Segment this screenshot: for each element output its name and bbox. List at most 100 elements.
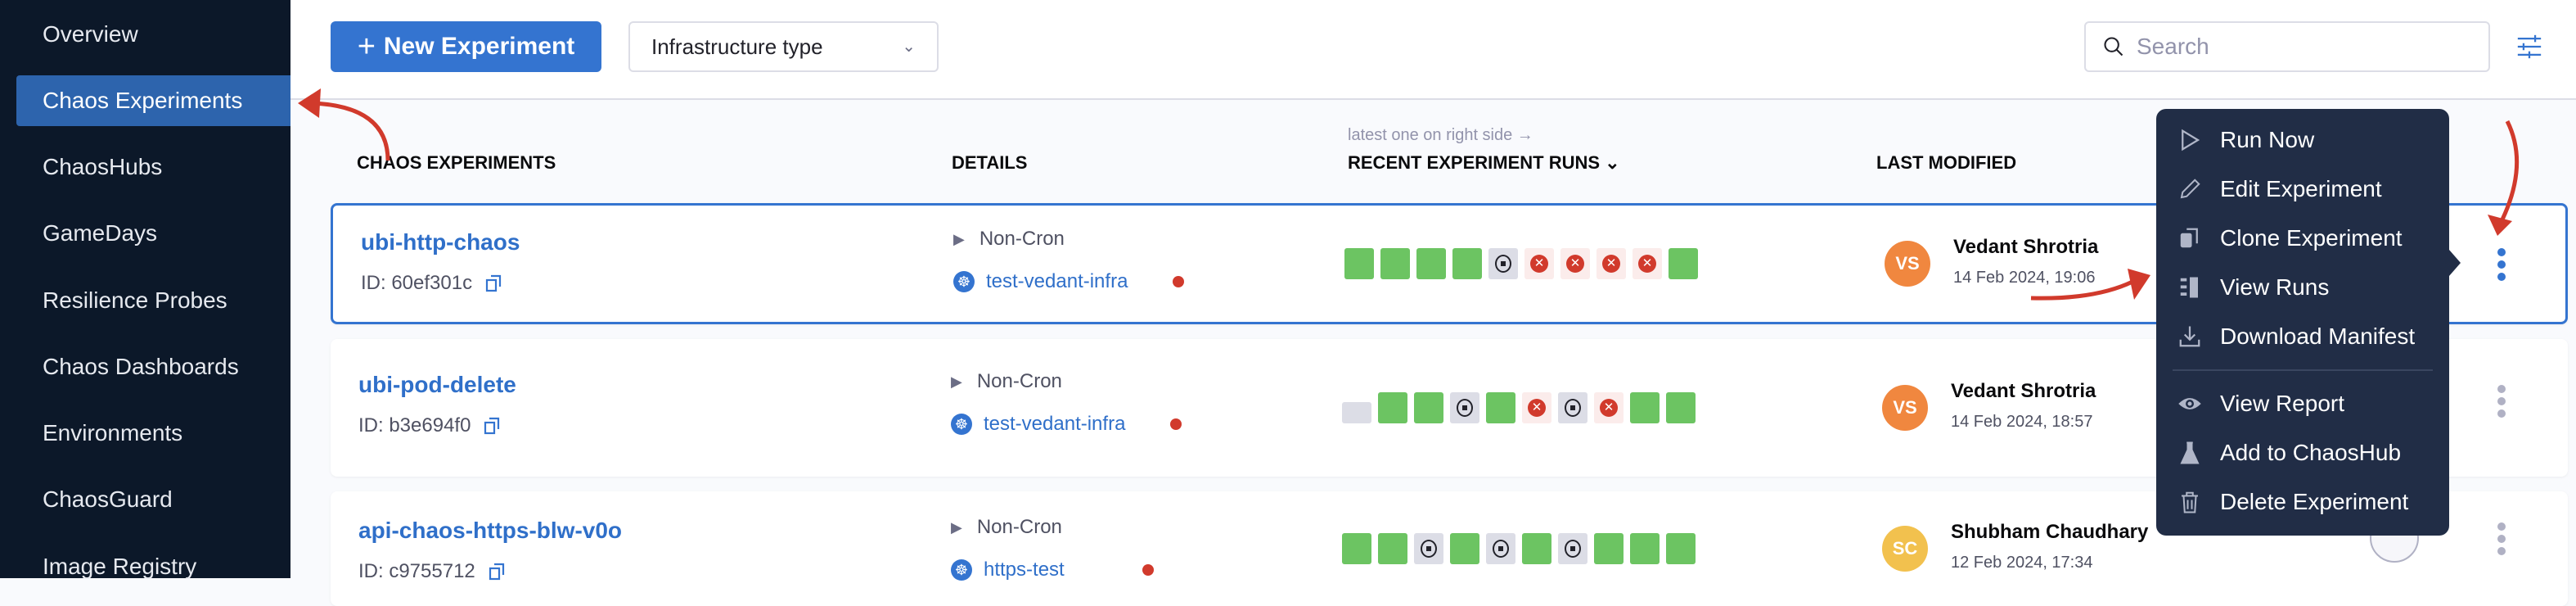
- modified-by: Vedant Shrotria: [1953, 236, 2099, 258]
- sidebar-item-image-registry[interactable]: Image Registry: [43, 554, 197, 579]
- run-stopped[interactable]: [1486, 533, 1515, 564]
- run-queued[interactable]: [1342, 402, 1371, 423]
- menu-item-clone-experiment[interactable]: Clone Experiment: [2156, 214, 2449, 263]
- copy-icon[interactable]: [487, 562, 507, 581]
- filter-settings-icon[interactable]: [2515, 33, 2543, 61]
- sidebar-item-overview[interactable]: Overview: [43, 21, 138, 47]
- run-stopped[interactable]: [1558, 392, 1587, 423]
- search-input[interactable]: [2137, 34, 2448, 60]
- run-success[interactable]: [1416, 248, 1446, 279]
- sidebar-item-resilience-probes[interactable]: Resilience Probes: [43, 287, 227, 313]
- experiment-name-link[interactable]: api-chaos-https-blw-v0o: [358, 518, 623, 543]
- stopped-icon: [1457, 399, 1473, 417]
- stopped-icon: [1421, 540, 1437, 558]
- menu-label: View Runs: [2220, 274, 2330, 300]
- run-success[interactable]: [1630, 392, 1660, 423]
- list-icon: [2180, 277, 2198, 298]
- run-success[interactable]: [1450, 533, 1479, 564]
- menu-item-add-to-chaoshub[interactable]: Add to ChaosHub: [2156, 428, 2449, 477]
- menu-label: Delete Experiment: [2220, 489, 2409, 514]
- infrastructure-link[interactable]: ☸ test-vedant-infra: [951, 413, 1182, 436]
- schedule-text: Non-Cron: [979, 228, 1065, 250]
- run-failed[interactable]: ✕: [1524, 248, 1554, 279]
- more-options-button[interactable]: [2497, 522, 2507, 555]
- modified-by: Shubham Chaudhary: [1951, 521, 2149, 543]
- kubernetes-icon: ☸: [951, 559, 972, 581]
- schedule-text: Non-Cron: [976, 516, 1062, 538]
- run-stopped[interactable]: [1414, 533, 1443, 564]
- sidebar-item-chaos-experiments[interactable]: Chaos Experiments: [16, 75, 290, 126]
- run-failed[interactable]: ✕: [1633, 248, 1662, 279]
- menu-item-edit-experiment[interactable]: Edit Experiment: [2156, 165, 2449, 214]
- more-options-button[interactable]: [2497, 385, 2507, 418]
- run-failed[interactable]: ✕: [1522, 392, 1551, 423]
- sidebar-item-chaoshubs[interactable]: ChaosHubs: [43, 154, 163, 179]
- run-failed[interactable]: ✕: [1560, 248, 1590, 279]
- failed-icon: ✕: [1600, 399, 1618, 417]
- run-success[interactable]: [1378, 392, 1407, 423]
- run-success[interactable]: [1414, 392, 1443, 423]
- sidebar-item-environments[interactable]: Environments: [43, 420, 183, 445]
- run-success[interactable]: [1669, 248, 1698, 279]
- menu-label: Run Now: [2220, 127, 2315, 152]
- run-success[interactable]: [1522, 533, 1551, 564]
- run-stopped[interactable]: [1558, 533, 1587, 564]
- run-success[interactable]: [1342, 533, 1371, 564]
- new-experiment-label: New Experiment: [383, 33, 575, 60]
- menu-item-view-report[interactable]: View Report: [2156, 379, 2449, 428]
- eye-icon: [2178, 398, 2201, 409]
- copy-icon[interactable]: [482, 416, 502, 436]
- run-success[interactable]: [1486, 392, 1515, 423]
- schedule-type: ▶ Non-Cron: [953, 228, 1065, 251]
- infrastructure-name: test-vedant-infra: [986, 270, 1128, 292]
- sidebar-item-chaos-dashboards[interactable]: Chaos Dashboards: [43, 354, 239, 379]
- header-chaos-experiments: CHAOS EXPERIMENTS: [357, 152, 556, 173]
- menu-divider: [2173, 369, 2433, 371]
- run-success[interactable]: [1378, 533, 1407, 564]
- modified-date: 14 Feb 2024, 19:06: [1953, 269, 2096, 287]
- clone-icon: [2180, 228, 2198, 248]
- header-details: DETAILS: [952, 152, 1028, 173]
- schedule-text: Non-Cron: [976, 370, 1062, 392]
- recent-runs: ✕ ✕ ✕ ✕: [1344, 248, 1698, 279]
- run-success[interactable]: [1594, 533, 1624, 564]
- menu-label: Edit Experiment: [2220, 176, 2382, 201]
- infrastructure-link[interactable]: ☸ test-vedant-infra: [953, 270, 1184, 293]
- run-success[interactable]: [1666, 392, 1696, 423]
- infrastructure-type-value: Infrastructure type: [651, 34, 823, 59]
- header-recent-runs[interactable]: RECENT EXPERIMENT RUNS ⌄: [1348, 152, 1620, 174]
- infrastructure-name: test-vedant-infra: [984, 413, 1126, 435]
- run-success[interactable]: [1630, 533, 1660, 564]
- run-success[interactable]: [1452, 248, 1482, 279]
- menu-item-delete-experiment[interactable]: Delete Experiment: [2156, 477, 2449, 527]
- run-success[interactable]: [1344, 248, 1374, 279]
- infra-status-dot: [1142, 564, 1154, 576]
- trash-icon: [2182, 491, 2198, 513]
- experiment-name-link[interactable]: ubi-http-chaos: [361, 229, 520, 255]
- menu-item-view-runs[interactable]: View Runs: [2156, 263, 2449, 312]
- schedule-type: ▶ Non-Cron: [951, 516, 1062, 539]
- menu-label: Clone Experiment: [2220, 225, 2403, 251]
- download-icon: [2179, 326, 2200, 347]
- menu-item-run-now[interactable]: Run Now: [2156, 115, 2449, 165]
- copy-icon[interactable]: [484, 274, 503, 293]
- chevron-down-icon: ⌄: [1605, 152, 1620, 173]
- run-failed[interactable]: ✕: [1594, 392, 1624, 423]
- run-stopped[interactable]: [1450, 392, 1479, 423]
- run-stopped[interactable]: [1488, 248, 1518, 279]
- infrastructure-type-select[interactable]: Infrastructure type ⌄: [628, 21, 939, 72]
- run-failed[interactable]: ✕: [1596, 248, 1626, 279]
- menu-item-download-manifest[interactable]: Download Manifest: [2156, 312, 2449, 361]
- sidebar-item-gamedays[interactable]: GameDays: [43, 220, 158, 246]
- run-success[interactable]: [1380, 248, 1410, 279]
- infrastructure-link[interactable]: ☸ https-test: [951, 559, 1154, 581]
- new-experiment-button[interactable]: + New Experiment: [331, 21, 601, 72]
- sidebar-item-chaosguard[interactable]: ChaosGuard: [43, 486, 173, 512]
- more-options-button[interactable]: [2497, 248, 2507, 281]
- kubernetes-icon: ☸: [951, 414, 972, 435]
- avatar: VS: [1882, 385, 1928, 431]
- search-box[interactable]: [2084, 21, 2490, 72]
- modified-date: 14 Feb 2024, 18:57: [1951, 413, 2093, 431]
- experiment-name-link[interactable]: ubi-pod-delete: [358, 372, 516, 397]
- run-success[interactable]: [1666, 533, 1696, 564]
